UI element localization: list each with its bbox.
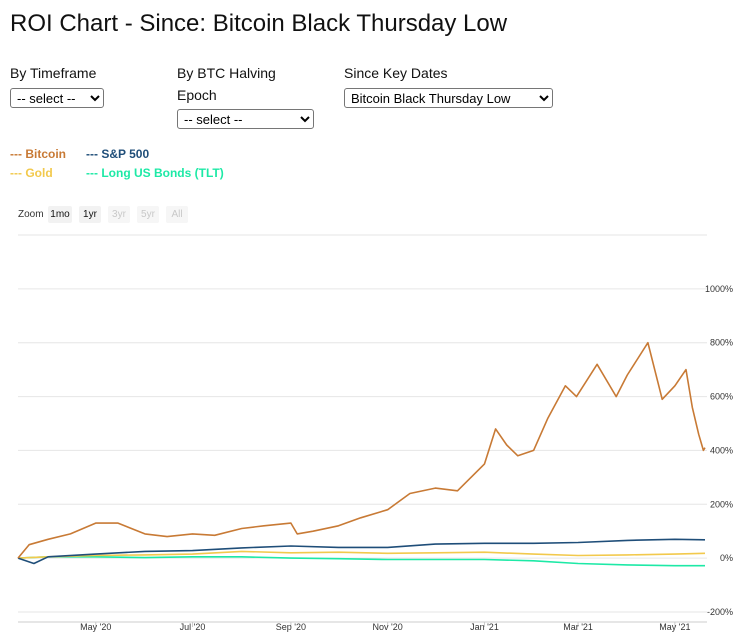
- series-line-bitcoin[interactable]: [17, 341, 706, 559]
- y-tick-label: 400%: [710, 445, 733, 455]
- x-tick-label: Jan '21: [470, 622, 499, 632]
- zoom-5yr-button[interactable]: 5yr: [137, 206, 159, 223]
- series-line-s-p-500[interactable]: [17, 538, 706, 565]
- timeframe-label: By Timeframe: [10, 65, 97, 81]
- y-tick-label: 200%: [710, 499, 733, 509]
- legend-item-sp500[interactable]: --- S&P 500: [86, 147, 150, 161]
- series-line-gold[interactable]: [17, 550, 706, 559]
- y-axis-ticks: -200% 0% 200% 400% 600% 800% 1000%: [705, 284, 733, 617]
- legend-item-tlt[interactable]: --- Long US Bonds (TLT): [86, 166, 224, 180]
- x-tick-label: Jul '20: [180, 622, 206, 632]
- y-tick-label: -200%: [707, 607, 733, 617]
- zoom-all-button[interactable]: All: [166, 206, 188, 223]
- x-tick-label: Mar '21: [563, 622, 593, 632]
- y-tick-label: 0%: [720, 553, 733, 563]
- halving-select[interactable]: -- select --: [177, 109, 314, 129]
- zoom-1yr-button[interactable]: 1yr: [79, 206, 101, 223]
- zoom-1mo-button[interactable]: 1mo: [48, 206, 72, 223]
- y-tick-label: 1000%: [705, 284, 733, 294]
- x-tick-label: May '20: [80, 622, 111, 632]
- chart-series: [17, 341, 706, 567]
- y-tick-label: 600%: [710, 392, 733, 402]
- zoom-3yr-button[interactable]: 3yr: [108, 206, 130, 223]
- x-tick-label: Nov '20: [373, 622, 403, 632]
- key-dates-select[interactable]: Bitcoin Black Thursday Low: [344, 88, 553, 108]
- halving-label-line2: Epoch: [177, 87, 217, 103]
- page-title: ROI Chart - Since: Bitcoin Black Thursda…: [10, 10, 508, 37]
- series-line-long-us-bonds-tlt[interactable]: [17, 555, 705, 567]
- x-axis-ticks: May '20 Jul '20 Sep '20 Nov '20 Jan '21 Mar '…: [80, 622, 690, 632]
- y-tick-label: 800%: [710, 338, 733, 348]
- key-dates-label: Since Key Dates: [344, 65, 448, 81]
- x-tick-label: Sep '20: [276, 622, 306, 632]
- zoom-label: Zoom: [18, 209, 44, 220]
- halving-label-line1: By BTC Halving: [177, 65, 276, 81]
- x-tick-label: May '21: [659, 622, 690, 632]
- legend-item-gold[interactable]: --- Gold: [10, 166, 53, 180]
- chart-grid: [18, 234, 707, 623]
- legend-item-bitcoin[interactable]: --- Bitcoin: [10, 147, 66, 161]
- timeframe-select[interactable]: -- select --: [10, 88, 104, 108]
